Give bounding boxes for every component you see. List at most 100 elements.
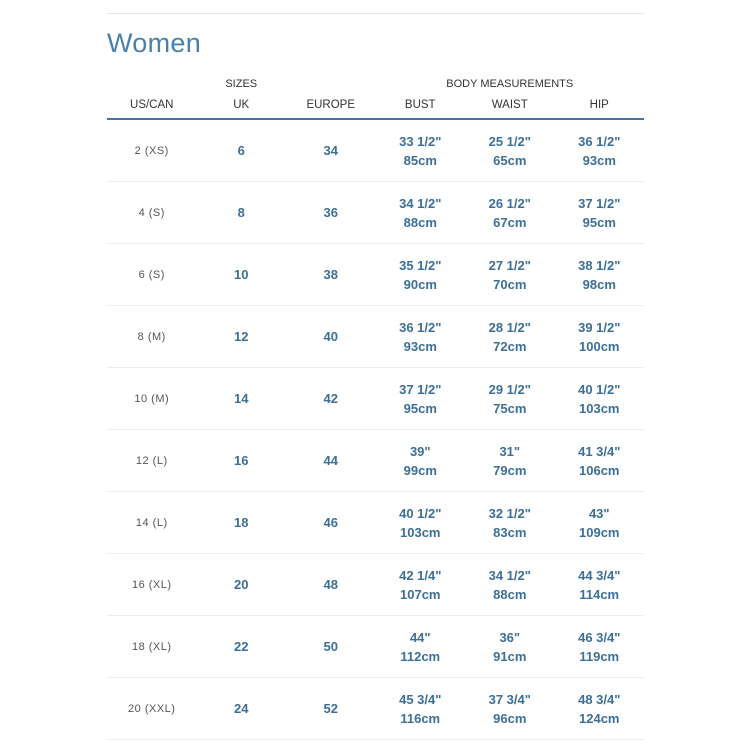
top-divider <box>107 13 644 14</box>
us-can-size: 6 (S) <box>138 268 165 281</box>
bust-inches: 39" <box>409 443 431 459</box>
europe-size: 38 <box>323 267 338 282</box>
column-header-waist: WAIST <box>491 99 528 111</box>
hip-inches: 38 1/2" <box>578 257 621 273</box>
hip-measurement: 38 1/2" 98cm <box>555 256 645 294</box>
hip-inches: 36 1/2" <box>578 133 621 149</box>
hip-inches: 41 3/4" <box>578 443 621 459</box>
waist-cm: 91cm <box>493 648 527 664</box>
bust-cm: 90cm <box>403 276 437 292</box>
waist-inches: 26 1/2" <box>488 195 531 211</box>
column-header-row: US/CAN UK EUROPE BUST WAIST HIP <box>107 96 644 120</box>
waist-measurement: 31" 79cm <box>465 442 555 480</box>
us-can-size: 14 (L) <box>135 516 168 529</box>
waist-measurement: 28 1/2" 72cm <box>465 318 555 356</box>
hip-measurement: 36 1/2" 93cm <box>555 132 645 170</box>
hip-measurement: 46 3/4" 119cm <box>555 628 645 666</box>
bust-inches: 40 1/2" <box>399 505 442 521</box>
column-header-us-can: US/CAN <box>130 99 174 111</box>
waist-inches: 28 1/2" <box>488 319 531 335</box>
hip-measurement: 37 1/2" 95cm <box>555 194 645 232</box>
bust-inches: 45 3/4" <box>399 691 442 707</box>
table-row: 2 (XS) 6 34 33 1/2" 85cm 25 1/2" 65cm 36 1/2" 93… <box>107 120 644 182</box>
waist-measurement: 32 1/2" 83cm <box>465 504 555 542</box>
table-row: 8 (M) 12 40 36 1/2" 93cm 28 1/2" 72cm 39 1/2" 10… <box>107 306 644 368</box>
bust-measurement: 42 1/4" 107cm <box>376 566 466 604</box>
uk-size: 20 <box>234 577 249 592</box>
hip-cm: 98cm <box>582 276 616 292</box>
table-row: 18 (XL) 22 50 44" 112cm 36" 91cm 46 3/4" 119cm <box>107 616 644 678</box>
waist-cm: 70cm <box>493 276 527 292</box>
hip-inches: 48 3/4" <box>578 691 621 707</box>
uk-size: 14 <box>234 391 249 406</box>
waist-inches: 27 1/2" <box>488 257 531 273</box>
bust-cm: 93cm <box>403 338 437 354</box>
europe-size: 36 <box>323 205 338 220</box>
table-row: 10 (M) 14 42 37 1/2" 95cm 29 1/2" 75cm 40 1/2" 1… <box>107 368 644 430</box>
column-header-bust: BUST <box>404 99 436 111</box>
bust-cm: 103cm <box>400 524 441 540</box>
waist-measurement: 37 3/4" 96cm <box>465 690 555 728</box>
size-chart-table: SIZES BODY MEASUREMENTS US/CAN UK EUROPE… <box>107 78 644 740</box>
uk-size: 18 <box>234 515 249 530</box>
waist-inches: 29 1/2" <box>488 381 531 397</box>
europe-size: 44 <box>323 453 338 468</box>
hip-cm: 103cm <box>579 400 620 416</box>
bust-inches: 44" <box>409 629 431 645</box>
hip-cm: 119cm <box>579 648 620 664</box>
hip-inches: 39 1/2" <box>578 319 621 335</box>
us-can-size: 18 (XL) <box>131 640 172 653</box>
waist-measurement: 36" 91cm <box>465 628 555 666</box>
group-header-row: SIZES BODY MEASUREMENTS <box>107 78 644 96</box>
group-header-sizes: SIZES <box>225 78 258 90</box>
europe-size: 40 <box>323 329 338 344</box>
waist-measurement: 25 1/2" 65cm <box>465 132 555 170</box>
waist-cm: 96cm <box>493 710 527 726</box>
hip-cm: 100cm <box>579 338 620 354</box>
bust-measurement: 40 1/2" 103cm <box>376 504 466 542</box>
hip-cm: 95cm <box>582 214 616 230</box>
column-header-hip: HIP <box>589 99 609 111</box>
bust-inches: 34 1/2" <box>399 195 442 211</box>
hip-cm: 106cm <box>579 462 620 478</box>
group-header-body-measurements: BODY MEASUREMENTS <box>446 78 574 90</box>
hip-cm: 109cm <box>579 524 620 540</box>
table-row: 14 (L) 18 46 40 1/2" 103cm 32 1/2" 83cm 43" 109c… <box>107 492 644 554</box>
table-row: 16 (XL) 20 48 42 1/4" 107cm 34 1/2" 88cm 44 3/4… <box>107 554 644 616</box>
bust-cm: 95cm <box>403 400 437 416</box>
hip-measurement: 44 3/4" 114cm <box>555 566 645 604</box>
waist-cm: 79cm <box>493 462 527 478</box>
bust-cm: 112cm <box>400 648 441 664</box>
bust-measurement: 45 3/4" 116cm <box>376 690 466 728</box>
bust-measurement: 36 1/2" 93cm <box>376 318 466 356</box>
hip-inches: 44 3/4" <box>578 567 621 583</box>
hip-cm: 124cm <box>579 710 620 726</box>
waist-inches: 31" <box>499 443 521 459</box>
europe-size: 34 <box>323 143 338 158</box>
uk-size: 10 <box>234 267 249 282</box>
waist-inches: 36" <box>499 629 521 645</box>
bust-measurement: 35 1/2" 90cm <box>376 256 466 294</box>
us-can-size: 10 (M) <box>134 392 170 405</box>
bust-cm: 85cm <box>403 152 437 168</box>
waist-cm: 65cm <box>493 152 527 168</box>
bust-measurement: 44" 112cm <box>376 628 466 666</box>
europe-size: 48 <box>323 577 338 592</box>
bust-measurement: 37 1/2" 95cm <box>376 380 466 418</box>
bust-inches: 42 1/4" <box>399 567 442 583</box>
bust-cm: 116cm <box>400 710 441 726</box>
page-title: Women <box>107 28 202 58</box>
bust-measurement: 33 1/2" 85cm <box>376 132 466 170</box>
us-can-size: 8 (M) <box>137 330 166 343</box>
europe-size: 46 <box>323 515 338 530</box>
hip-cm: 93cm <box>582 152 616 168</box>
waist-measurement: 34 1/2" 88cm <box>465 566 555 604</box>
bust-inches: 37 1/2" <box>399 381 442 397</box>
us-can-size: 16 (XL) <box>131 578 172 591</box>
hip-cm: 114cm <box>579 586 620 602</box>
uk-size: 6 <box>237 143 245 158</box>
waist-inches: 32 1/2" <box>488 505 531 521</box>
hip-inches: 46 3/4" <box>578 629 621 645</box>
waist-cm: 88cm <box>493 586 527 602</box>
hip-measurement: 39 1/2" 100cm <box>555 318 645 356</box>
